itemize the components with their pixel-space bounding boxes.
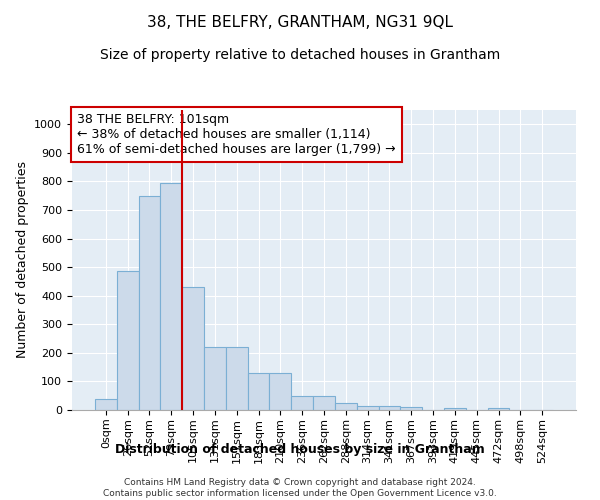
Bar <box>269 374 291 410</box>
Text: 38 THE BELFRY: 101sqm
← 38% of detached houses are smaller (1,114)
61% of semi-d: 38 THE BELFRY: 101sqm ← 38% of detached … <box>77 113 395 156</box>
Bar <box>139 196 160 410</box>
Bar <box>160 184 182 410</box>
Text: Contains HM Land Registry data © Crown copyright and database right 2024.
Contai: Contains HM Land Registry data © Crown c… <box>103 478 497 498</box>
Text: Distribution of detached houses by size in Grantham: Distribution of detached houses by size … <box>115 442 485 456</box>
Bar <box>444 408 466 410</box>
Bar <box>488 408 509 410</box>
Bar <box>291 396 313 410</box>
Bar <box>182 286 204 410</box>
Bar <box>400 407 422 410</box>
Bar <box>313 396 335 410</box>
Text: Size of property relative to detached houses in Grantham: Size of property relative to detached ho… <box>100 48 500 62</box>
Bar <box>357 406 379 410</box>
Bar <box>248 374 269 410</box>
Bar <box>117 272 139 410</box>
Bar <box>379 406 400 410</box>
Text: 38, THE BELFRY, GRANTHAM, NG31 9QL: 38, THE BELFRY, GRANTHAM, NG31 9QL <box>147 15 453 30</box>
Bar <box>226 347 248 410</box>
Bar <box>204 347 226 410</box>
Bar <box>95 398 117 410</box>
Bar <box>335 403 357 410</box>
Y-axis label: Number of detached properties: Number of detached properties <box>16 162 29 358</box>
